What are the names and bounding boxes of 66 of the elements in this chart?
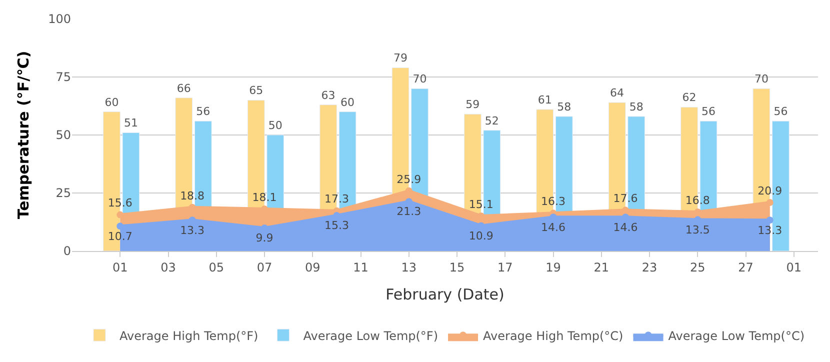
- data-label: 70: [412, 72, 427, 86]
- legend-label: Average High Temp(°C): [483, 328, 624, 343]
- x-axis-title: February (Date): [386, 285, 504, 304]
- y-axis-title: Temperature (°F/℃): [14, 50, 32, 220]
- data-label: 62: [682, 91, 696, 104]
- data-label: 58: [557, 100, 572, 114]
- x-tick-label: 21: [594, 260, 610, 274]
- data-label: 50: [268, 119, 282, 132]
- data-label: 16.3: [541, 195, 566, 208]
- data-label: 64: [610, 86, 624, 100]
- data-label: 21.3: [396, 205, 422, 218]
- data-label: 17.3: [324, 192, 349, 206]
- data-label: 13.5: [685, 223, 710, 236]
- legend-label: Average Low Temp(°C): [668, 328, 805, 343]
- data-label: 52: [484, 114, 499, 128]
- data-label: 15.3: [324, 219, 349, 232]
- data-label: 56: [196, 105, 210, 118]
- y-tick-label: 25: [56, 186, 71, 200]
- x-tick-label: 27: [738, 260, 754, 274]
- x-tick-label: 25: [690, 260, 706, 274]
- legend-label: Average Low Temp(°F): [303, 328, 438, 343]
- x-tick-label: 15: [449, 260, 465, 274]
- data-label: 17.6: [613, 192, 638, 206]
- data-label: 65: [249, 84, 264, 98]
- data-label: 15.6: [108, 196, 132, 210]
- x-tick-label: 03: [160, 260, 176, 274]
- legend-label: Average High Temp(°F): [120, 328, 258, 343]
- data-label: 14.6: [613, 220, 638, 234]
- data-label: 60: [104, 96, 119, 109]
- data-label: 13.3: [180, 224, 205, 237]
- x-tick-label: 11: [353, 260, 368, 274]
- point: [116, 222, 124, 230]
- data-label: 15.1: [468, 198, 494, 211]
- point: [766, 199, 774, 206]
- data-label: 58: [629, 100, 644, 114]
- data-label: 56: [774, 105, 788, 118]
- y-tick-label: 100: [48, 12, 71, 26]
- data-label: 14.6: [541, 220, 566, 234]
- y-tick-label: 75: [56, 70, 71, 84]
- data-label: 66: [176, 82, 191, 95]
- data-label: 51: [124, 116, 138, 130]
- data-label: 9.9: [256, 232, 274, 245]
- data-label: 56: [702, 105, 716, 118]
- x-tick-label: 13: [401, 260, 417, 274]
- data-label: 18.1: [252, 190, 277, 204]
- data-label: 70: [754, 72, 768, 86]
- point: [116, 211, 124, 218]
- data-label: 59: [466, 98, 480, 112]
- x-tick-label: 19: [546, 260, 561, 274]
- data-label: 63: [321, 88, 336, 102]
- x-tick-label: 09: [305, 260, 320, 274]
- x-tick-label: 01: [112, 260, 128, 274]
- point: [766, 216, 774, 224]
- x-tick-label: 05: [208, 260, 224, 274]
- x-tick-label: 17: [498, 260, 513, 274]
- data-label: 61: [538, 93, 552, 106]
- data-label: 16.8: [685, 194, 710, 207]
- y-tick-label: 50: [56, 128, 71, 142]
- data-label: 79: [393, 52, 408, 65]
- data-label: 60: [340, 96, 355, 109]
- data-label: 18.8: [180, 189, 205, 202]
- x-tick-label: 07: [256, 260, 272, 274]
- x-tick-label: 01: [786, 260, 802, 274]
- x-tick-label: 23: [642, 260, 658, 274]
- y-tick-label: 0: [63, 244, 71, 258]
- data-label: 10.9: [468, 229, 494, 242]
